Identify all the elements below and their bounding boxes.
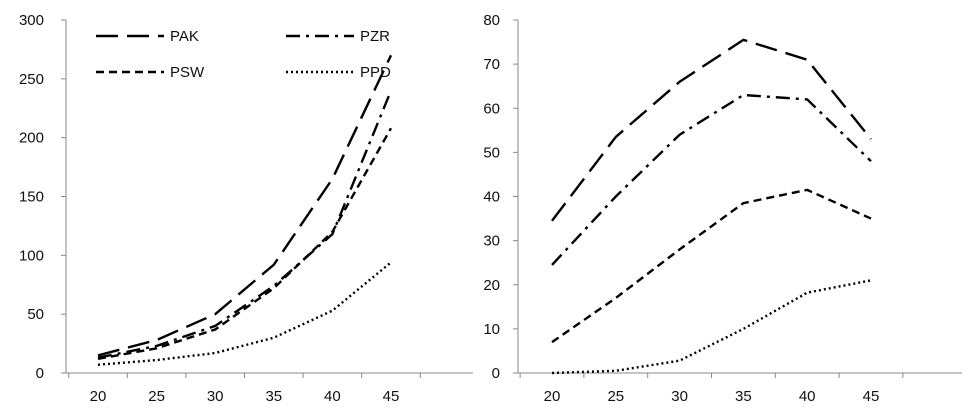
y-tick-label: 70 <box>483 56 500 73</box>
series-line-pak <box>97 54 393 357</box>
y-tick-label: 10 <box>483 321 500 338</box>
legend-item-ppd: PPD <box>286 64 391 81</box>
x-tick-label: 40 <box>324 388 341 405</box>
legend-label: PAK <box>170 28 199 45</box>
x-tick-label: 40 <box>799 388 816 405</box>
series-line-short-dash <box>551 188 872 344</box>
series-line-long-dash <box>551 38 872 222</box>
x-tick-label: 45 <box>863 388 880 405</box>
y-tick-label: 50 <box>27 306 44 323</box>
legend-label: PZR <box>360 28 390 45</box>
x-tick-label: 35 <box>735 388 752 405</box>
x-tick-label: 45 <box>383 388 400 405</box>
right-chart: 0 10 20 30 40 50 60 70 80 20 25 30 35 40 45 <box>483 12 962 405</box>
x-tick-label: 35 <box>265 388 282 405</box>
y-tick-label: 250 <box>19 71 44 88</box>
y-tick-label: 30 <box>483 233 500 250</box>
y-tick-label: 20 <box>483 277 500 294</box>
legend-item-psw: PSW <box>96 64 205 81</box>
y-tick-label: 0 <box>492 365 500 382</box>
y-tick-label: 150 <box>19 189 44 206</box>
series-line-pzr <box>97 90 393 359</box>
y-tick-label: 100 <box>19 247 44 264</box>
x-tick-label: 20 <box>544 388 561 405</box>
x-tick-label: 30 <box>671 388 688 405</box>
y-tick-label: 0 <box>36 365 44 382</box>
legend-label: PPD <box>360 64 391 81</box>
series-line-dash-dot <box>551 93 872 266</box>
series-line-psw <box>97 127 393 361</box>
x-tick-label: 25 <box>607 388 624 405</box>
y-tick-label: 300 <box>19 12 44 29</box>
legend-label: PSW <box>170 64 205 81</box>
y-tick-label: 80 <box>483 12 500 29</box>
x-tick-label: 30 <box>207 388 224 405</box>
y-tick-label: 50 <box>483 144 500 161</box>
series-line-dotted <box>551 279 872 375</box>
y-tick-label: 60 <box>483 100 500 117</box>
left-chart: 0 50 100 150 200 250 300 20 25 30 35 40 45 PAK PZR PSW P… <box>19 12 473 405</box>
y-tick-label: 200 <box>19 130 44 147</box>
series-line-ppd <box>97 261 392 366</box>
x-tick-label: 25 <box>148 388 165 405</box>
legend-item-pak: PAK <box>96 28 199 45</box>
y-tick-label: 40 <box>483 189 500 206</box>
legend-item-pzr: PZR <box>286 28 390 45</box>
x-tick-label: 20 <box>90 388 107 405</box>
